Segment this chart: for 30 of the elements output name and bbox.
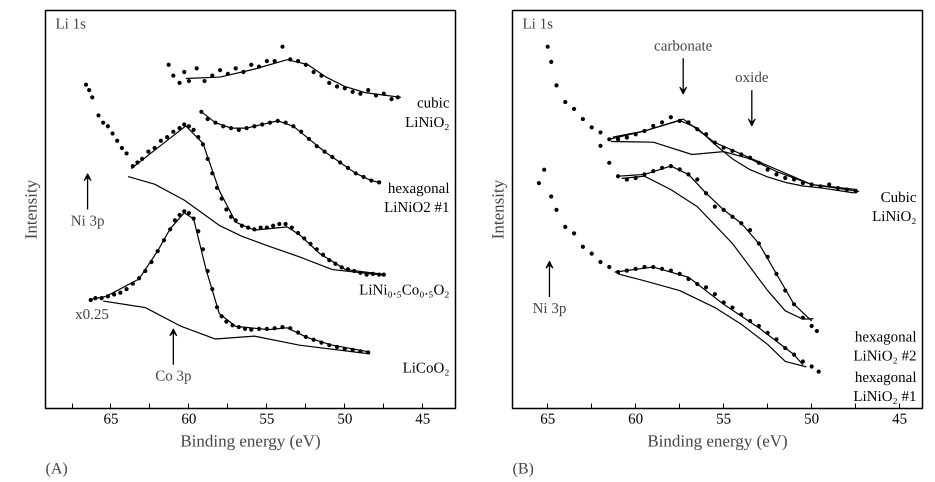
x-tick-label: 50 <box>804 412 820 428</box>
text: LiCoO₂ <box>402 360 450 376</box>
x-tick-label: 45 <box>415 412 430 428</box>
x-tick-label: 45 <box>892 412 908 428</box>
annotation: oxide <box>735 70 769 86</box>
x-tick-label: 60 <box>181 412 196 428</box>
text: (B) <box>512 460 534 478</box>
annotation: Ni 3p <box>70 214 104 230</box>
series-label: LiNi₀.₅Co₀.₅O₂ <box>359 282 450 299</box>
x-tick-label: 50 <box>337 412 352 428</box>
x-axis-title: Binding energy (eV) <box>180 432 321 450</box>
chart-subtitle: Li 1s <box>56 16 86 32</box>
series-label: cubic LiNiO₂ <box>405 96 450 131</box>
x-tick-label: 55 <box>716 412 732 428</box>
series-label: hexagonal LiNiO2 #1 <box>384 180 450 216</box>
y-axis-title: Intensity <box>488 179 508 240</box>
annotation: x0.25 <box>75 306 109 323</box>
text: hexagonal LiNiO₂ #1 <box>853 370 917 406</box>
annotation: Ni 3p <box>532 301 566 318</box>
annotation: Co 3p <box>155 368 192 385</box>
text: (A) <box>46 460 68 478</box>
chart-subtitle: Li 1s <box>522 16 554 32</box>
x-tick-label: 65 <box>103 412 118 428</box>
y-axis-title: Intensity <box>22 179 40 240</box>
series-label: Cubic LiNiO₂ <box>872 190 917 226</box>
x-axis-title: Binding energy (eV) <box>647 432 788 450</box>
x-tick-label: 60 <box>628 412 644 428</box>
x-tick-label: 65 <box>540 412 556 428</box>
annotation: carbonate <box>654 38 713 54</box>
x-tick-label: 55 <box>259 412 274 428</box>
